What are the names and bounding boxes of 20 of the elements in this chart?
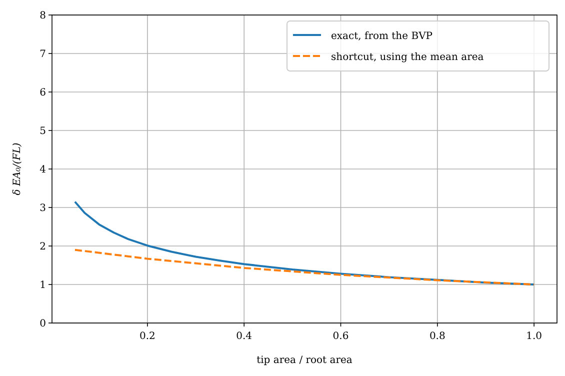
y-tick-label: 7 — [40, 49, 46, 60]
y-tick-label: 8 — [40, 10, 46, 22]
x-axis-title: tip area / root area — [256, 355, 352, 366]
y-tick-label: 6 — [40, 88, 46, 98]
y-tick-label: 2 — [40, 242, 46, 252]
x-tick-label: 1.0 — [526, 331, 542, 342]
y-tick-label: 3 — [40, 203, 46, 214]
y-axis-title: δ EA₀/(FL) — [12, 142, 23, 196]
y-tick-label: 5 — [40, 126, 46, 137]
x-tick-label: 0.6 — [332, 331, 349, 342]
legend-label: shortcut, using the mean area — [331, 52, 484, 63]
y-tick-label: 4 — [40, 164, 46, 176]
y-tick-label: 0 — [40, 318, 46, 330]
x-tick-label: 0.4 — [236, 331, 252, 342]
x-tick-label: 0.2 — [139, 331, 156, 342]
x-tick-label: 0.8 — [429, 331, 446, 342]
y-tick-label: 1 — [40, 280, 46, 291]
line-series — [74, 200, 536, 286]
legend-label: exact, from the BVP — [331, 31, 433, 42]
line-series — [74, 248, 536, 286]
